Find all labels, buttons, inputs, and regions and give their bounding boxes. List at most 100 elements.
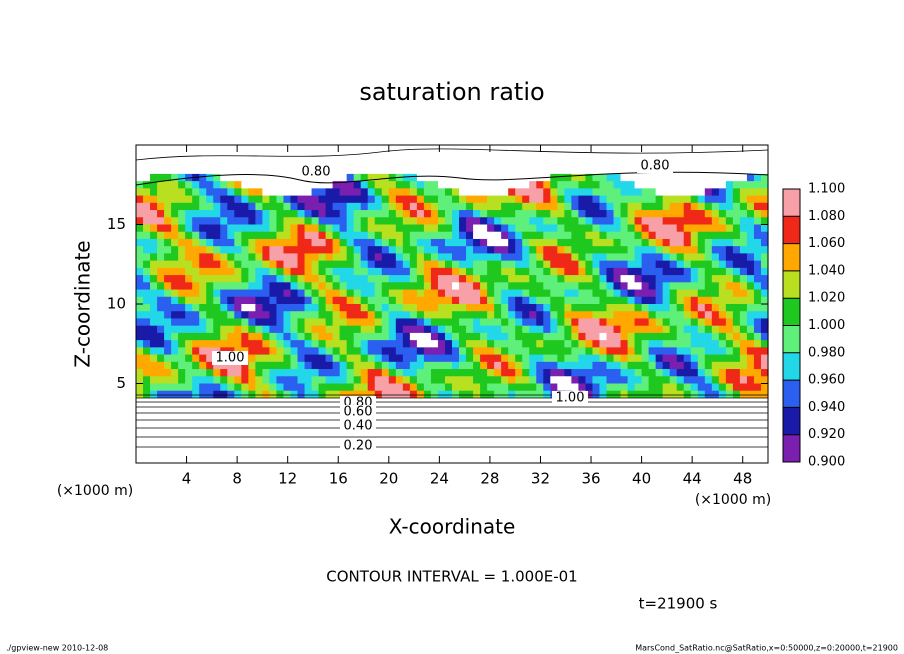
field-cell: [227, 383, 235, 392]
field-cell: [136, 376, 144, 385]
field-cell: [746, 448, 755, 457]
field-cell: [381, 260, 390, 269]
field-cell: [213, 361, 221, 370]
field-cell: [452, 246, 460, 255]
field-cell: [571, 246, 579, 255]
field-cell: [718, 224, 727, 233]
field-cell: [318, 296, 327, 305]
field-cell: [718, 188, 727, 197]
field-cell: [423, 181, 432, 189]
field-cell: [578, 376, 587, 385]
field-cell: [487, 152, 495, 161]
field-cell: [613, 325, 622, 334]
field-cell: [248, 448, 256, 457]
field-cell: [388, 260, 397, 269]
field-cell: [683, 188, 692, 197]
field-cell: [641, 188, 650, 197]
field-cell: [739, 354, 748, 363]
field-cell: [248, 347, 256, 356]
field-cell: [634, 405, 643, 414]
field-cell: [522, 195, 530, 204]
field-cell: [739, 426, 748, 435]
field-cell: [269, 202, 278, 211]
contour-label-bg: [552, 391, 588, 405]
field-cell: [711, 412, 720, 421]
field-cell: [655, 426, 664, 435]
field-cell: [206, 188, 214, 197]
field-cell: [206, 311, 214, 320]
field-cell: [409, 354, 418, 363]
field-cell: [388, 246, 397, 255]
x-tick-label: 4: [182, 470, 192, 488]
field-cell: [585, 289, 594, 298]
field-cell: [564, 253, 572, 262]
field-cell: [143, 426, 151, 435]
contour-label-bg: [212, 351, 248, 365]
field-cell: [157, 289, 165, 298]
field-cell: [634, 361, 643, 370]
field-cell: [325, 145, 334, 153]
field-cell: [381, 159, 390, 168]
field-cell: [199, 455, 207, 464]
field-cell: [620, 325, 629, 334]
field-cell: [711, 217, 720, 226]
field-cell: [452, 369, 460, 377]
field-cell: [564, 202, 572, 211]
field-cell: [192, 289, 200, 298]
field-cell: [157, 354, 165, 363]
field-cell: [409, 361, 418, 370]
field-cell: [374, 159, 383, 168]
field-cell: [353, 145, 362, 153]
field-cell: [494, 376, 502, 385]
field-cell: [248, 383, 256, 392]
field-cell: [522, 152, 530, 161]
field-cell: [374, 152, 383, 161]
field-cell: [459, 383, 467, 392]
field-cell: [613, 289, 622, 298]
field-cell: [543, 152, 551, 161]
field-cell: [262, 195, 271, 204]
field-cell: [543, 426, 551, 435]
field-cell: [360, 376, 369, 385]
colorbar-segment: [783, 243, 800, 271]
field-cell: [143, 152, 151, 161]
field-cell: [255, 441, 263, 450]
field-cell: [409, 419, 418, 428]
field-cell: [430, 159, 439, 168]
field-cell: [213, 434, 221, 442]
field-cell: [150, 195, 158, 204]
field-cell: [515, 296, 523, 305]
field-cell: [515, 145, 523, 153]
field-cell: [676, 455, 685, 464]
field-cell: [199, 217, 207, 226]
field-cell: [290, 434, 299, 442]
field-cell: [473, 282, 481, 291]
field-cell: [276, 347, 285, 356]
field-cell: [395, 267, 404, 276]
field-cell: [620, 260, 629, 269]
field-cell: [627, 210, 636, 218]
field-cell: [311, 289, 320, 298]
field-cell: [318, 145, 327, 153]
colorbar-tick-label: 0.940: [808, 400, 845, 415]
field-cell: [339, 376, 348, 385]
field-cell: [662, 267, 671, 276]
field-cell: [732, 289, 741, 298]
field-cell: [473, 318, 481, 327]
field-cell: [297, 253, 306, 262]
field-cell: [367, 296, 376, 305]
field-cell: [543, 246, 551, 255]
field-cell: [360, 173, 369, 182]
field-cell: [655, 231, 664, 240]
field-cell: [395, 354, 404, 363]
field-cell: [339, 202, 348, 211]
field-cell: [444, 159, 453, 168]
field-cell: [325, 441, 334, 450]
field-cell: [606, 383, 615, 392]
field-cell: [276, 441, 285, 450]
field-cell: [269, 159, 278, 168]
field-cell: [578, 426, 587, 435]
field-cell: [262, 455, 271, 464]
field-cell: [550, 282, 558, 291]
field-cell: [501, 275, 509, 283]
